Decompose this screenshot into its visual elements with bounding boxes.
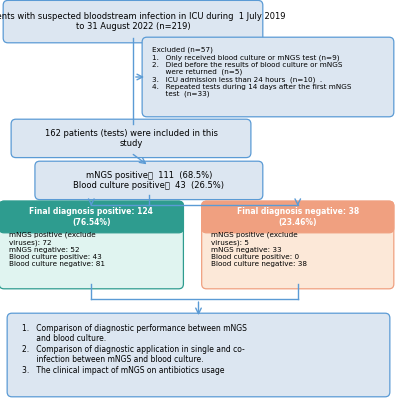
- FancyBboxPatch shape: [202, 201, 394, 289]
- Text: Patients with suspected bloodstream infection in ICU during  1 July 2019
to 31 A: Patients with suspected bloodstream infe…: [0, 12, 285, 31]
- Text: Final diagnosis positive: 124
(76.54%): Final diagnosis positive: 124 (76.54%): [29, 207, 153, 227]
- FancyBboxPatch shape: [35, 161, 263, 200]
- FancyBboxPatch shape: [0, 201, 183, 233]
- Text: mNGS positive：  111  (68.5%)
Blood culture positive：  43  (26.5%): mNGS positive： 111 (68.5%) Blood culture…: [73, 171, 224, 190]
- Text: mNGS positive (exclude
viruses): 5
mNGS negative: 33
Blood culture positive: 0
B: mNGS positive (exclude viruses): 5 mNGS …: [211, 232, 307, 267]
- FancyBboxPatch shape: [11, 119, 251, 158]
- FancyBboxPatch shape: [202, 201, 394, 233]
- Text: mNGS positive (exclude
viruses): 72
mNGS negative: 52
Blood culture positive: 43: mNGS positive (exclude viruses): 72 mNGS…: [9, 232, 105, 267]
- FancyBboxPatch shape: [7, 313, 390, 397]
- Text: Final diagnosis negative: 38
(23.46%): Final diagnosis negative: 38 (23.46%): [237, 207, 359, 227]
- FancyBboxPatch shape: [0, 201, 183, 289]
- Text: 162 patients (tests) were included in this
study: 162 patients (tests) were included in th…: [44, 129, 218, 148]
- Text: Excluded (n=57)
1.   Only received blood culture or mNGS test (n=9)
2.   Died be: Excluded (n=57) 1. Only received blood c…: [152, 47, 351, 97]
- Text: 1.   Comparison of diagnostic performance between mNGS
      and blood culture.
: 1. Comparison of diagnostic performance …: [22, 324, 247, 374]
- FancyBboxPatch shape: [3, 0, 263, 43]
- FancyBboxPatch shape: [142, 37, 394, 117]
